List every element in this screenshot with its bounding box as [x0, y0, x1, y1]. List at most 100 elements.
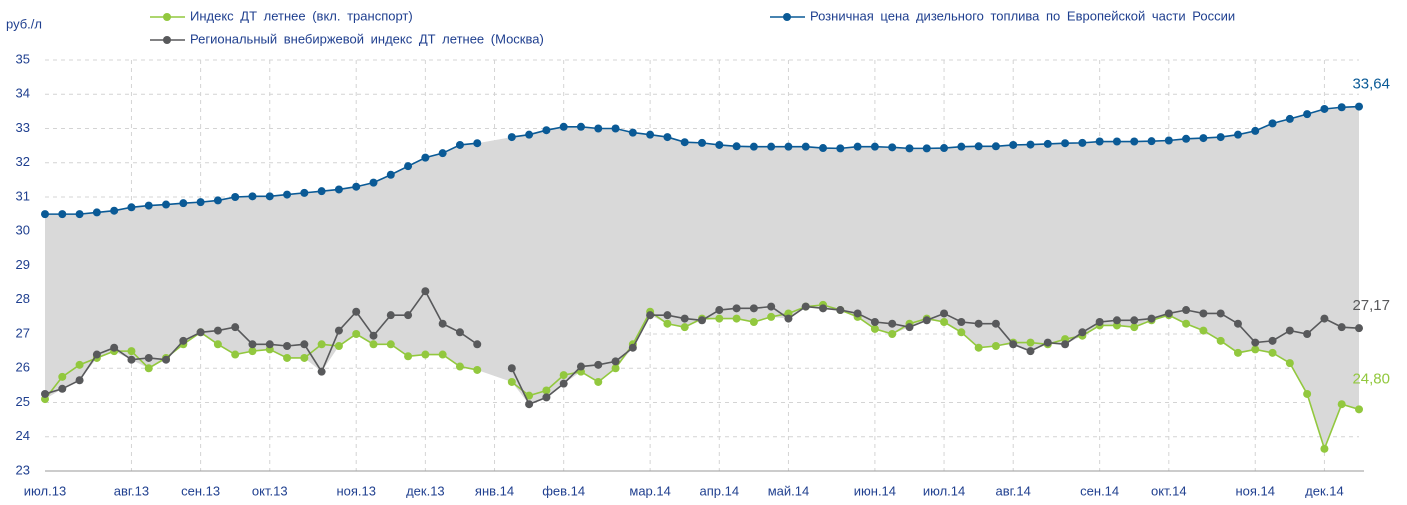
series-marker	[1061, 340, 1070, 349]
series-marker	[1320, 104, 1329, 113]
series-marker	[1303, 110, 1312, 119]
series-marker	[870, 142, 879, 151]
series-marker	[1285, 114, 1294, 123]
series-marker	[525, 400, 534, 409]
series-marker	[576, 362, 585, 371]
series-marker	[317, 367, 326, 376]
series-marker	[92, 350, 101, 359]
series-marker	[1112, 316, 1121, 325]
series-marker	[317, 340, 326, 349]
series-marker	[213, 340, 222, 349]
series-marker	[542, 126, 551, 135]
series-marker	[248, 192, 257, 201]
series-marker	[144, 364, 153, 373]
series-marker	[404, 311, 413, 320]
series-marker	[559, 122, 568, 131]
series-marker	[1355, 102, 1363, 111]
series-marker	[1251, 338, 1260, 347]
series-marker	[1216, 309, 1225, 318]
series-marker	[1095, 318, 1104, 327]
series-marker	[698, 316, 706, 325]
series-marker	[1285, 326, 1294, 335]
series-marker	[870, 318, 879, 327]
series-marker	[836, 306, 845, 315]
series-marker	[283, 353, 292, 362]
series-marker	[1147, 137, 1156, 146]
series-marker	[732, 304, 741, 313]
series-marker	[386, 170, 395, 179]
series-marker	[1026, 140, 1035, 149]
series-marker	[213, 326, 222, 335]
series-marker	[213, 196, 222, 205]
series-marker	[1043, 139, 1052, 148]
series-marker	[58, 384, 67, 393]
series-marker	[784, 142, 793, 151]
series-marker	[611, 357, 620, 366]
series-marker	[1233, 130, 1242, 139]
y-tick-label: 30	[16, 223, 30, 238]
series-marker	[1268, 348, 1277, 357]
series-marker	[663, 319, 672, 328]
x-tick-label: сен.13	[181, 483, 220, 498]
series-marker	[1199, 326, 1208, 335]
series-marker	[1078, 328, 1087, 337]
series-marker	[75, 210, 84, 219]
series-marker	[75, 360, 84, 369]
x-tick-label: июл.13	[24, 483, 66, 498]
series-marker	[559, 379, 568, 388]
series-marker	[1112, 137, 1121, 146]
series-marker	[473, 340, 482, 349]
series-marker	[974, 319, 983, 328]
series-marker	[542, 393, 551, 402]
series-marker	[110, 343, 119, 352]
series-marker	[283, 341, 292, 350]
y-tick-label: 32	[16, 154, 30, 169]
series-marker	[576, 122, 585, 131]
y-tick-label: 25	[16, 394, 30, 409]
series-marker	[663, 311, 672, 320]
legend-marker	[163, 13, 171, 21]
series-marker	[853, 309, 862, 318]
series-marker	[404, 352, 413, 361]
series-marker	[179, 199, 188, 208]
series-marker	[438, 319, 447, 328]
series-marker	[940, 318, 949, 327]
series-marker	[352, 182, 361, 191]
x-tick-label: апр.14	[700, 483, 740, 498]
series-marker	[369, 340, 378, 349]
series-marker	[905, 323, 914, 332]
y-axis-label: руб./л	[6, 16, 42, 31]
series-marker	[507, 133, 516, 142]
x-tick-label: дек.14	[1305, 483, 1344, 498]
x-tick-label: фев.14	[542, 483, 585, 498]
series-marker	[836, 144, 845, 153]
series-marker	[611, 364, 620, 373]
series-marker	[1303, 389, 1312, 398]
legend-label: Индекс ДТ летнее (вкл. транспорт)	[190, 8, 413, 23]
x-tick-label: окт.14	[1151, 483, 1187, 498]
series-marker	[1216, 336, 1225, 345]
series-marker	[1026, 338, 1035, 347]
series-marker	[853, 142, 862, 151]
value-label: 24,80	[1352, 370, 1390, 387]
series-marker	[698, 138, 706, 147]
series-marker	[732, 142, 741, 151]
series-marker	[663, 133, 672, 142]
x-tick-label: сен.14	[1080, 483, 1119, 498]
series-marker	[231, 350, 240, 359]
series-marker	[1251, 345, 1260, 354]
series-marker	[369, 331, 378, 340]
series-marker	[1009, 140, 1018, 149]
series-marker	[231, 193, 240, 201]
series-marker	[473, 365, 482, 374]
series-marker	[1130, 137, 1139, 146]
series-marker	[1233, 319, 1242, 328]
legend-label: Розничная цена дизельного топлива по Евр…	[810, 8, 1235, 23]
series-marker	[646, 130, 655, 139]
series-marker	[1182, 306, 1191, 315]
legend-label: Региональный внебиржевой индекс ДТ летне…	[190, 31, 544, 46]
series-marker	[922, 316, 931, 325]
series-marker	[162, 200, 171, 209]
series-marker	[957, 318, 966, 327]
series-marker	[974, 142, 983, 151]
